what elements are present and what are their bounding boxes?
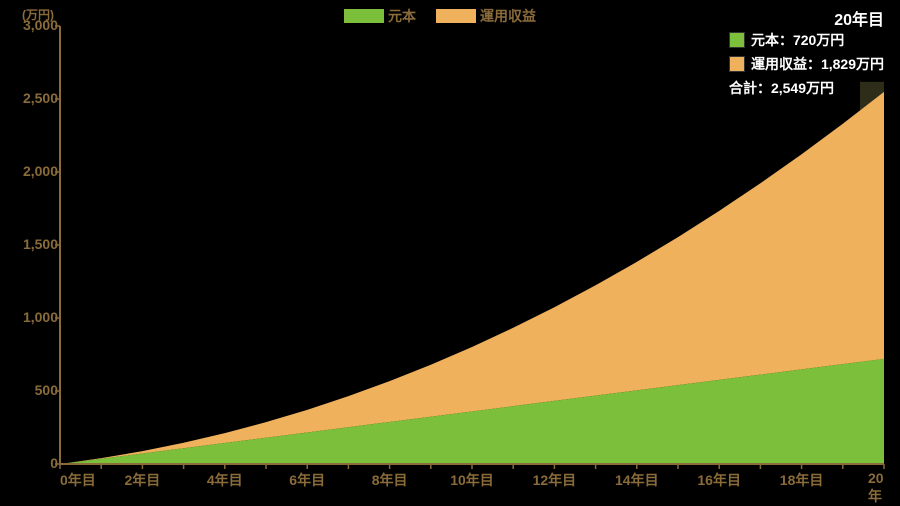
legend-swatch-returns [436, 9, 476, 23]
x-tick-label: 10年目 [450, 470, 494, 490]
summary-returns-row: 運用収益：1,829万円 [729, 54, 884, 74]
y-tick-label: 500 [8, 382, 58, 398]
y-tick-label: 2,000 [8, 163, 58, 179]
summary-principal-row: 元本：720万円 [729, 30, 884, 50]
summary-swatch-principal [729, 32, 745, 48]
x-tick-label: 18年目 [780, 470, 824, 490]
legend-label-returns: 運用収益 [480, 6, 536, 26]
x-tick-label: 12年目 [533, 470, 577, 490]
summary-total-row: 合計：2,549万円 [729, 78, 884, 98]
x-tick-label: 20年目 [868, 470, 884, 506]
x-tick-label: 2年目 [124, 470, 160, 490]
y-tick-label: 2,500 [8, 90, 58, 106]
y-tick-label: 3,000 [8, 17, 58, 33]
summary-box: 元本：720万円 運用収益：1,829万円 合計：2,549万円 [729, 30, 884, 102]
summary-swatch-returns [729, 56, 745, 72]
summary-principal-text: 元本：720万円 [751, 30, 844, 50]
legend-top: 元本 運用収益 [0, 6, 900, 26]
x-tick-label: 8年目 [372, 470, 408, 490]
legend-swatch-principal [344, 9, 384, 23]
summary-returns-text: 運用収益：1,829万円 [751, 54, 884, 74]
x-tick-label: 6年目 [289, 470, 325, 490]
chart-corner-title: 20年目 [834, 6, 884, 30]
x-tick-label: 14年目 [615, 470, 659, 490]
x-tick-label: 4年目 [207, 470, 243, 490]
investment-growth-chart: (万円) 元本 運用収益 20年目 元本：720万円 運用収益：1,829万円 … [0, 0, 900, 506]
summary-total-text: 合計：2,549万円 [729, 78, 834, 98]
y-tick-label: 0 [8, 455, 58, 471]
x-tick-label: 0年目 [60, 470, 96, 490]
y-tick-label: 1,500 [8, 236, 58, 252]
legend-label-principal: 元本 [388, 6, 416, 26]
x-tick-label: 16年目 [697, 470, 741, 490]
y-tick-label: 1,000 [8, 309, 58, 325]
